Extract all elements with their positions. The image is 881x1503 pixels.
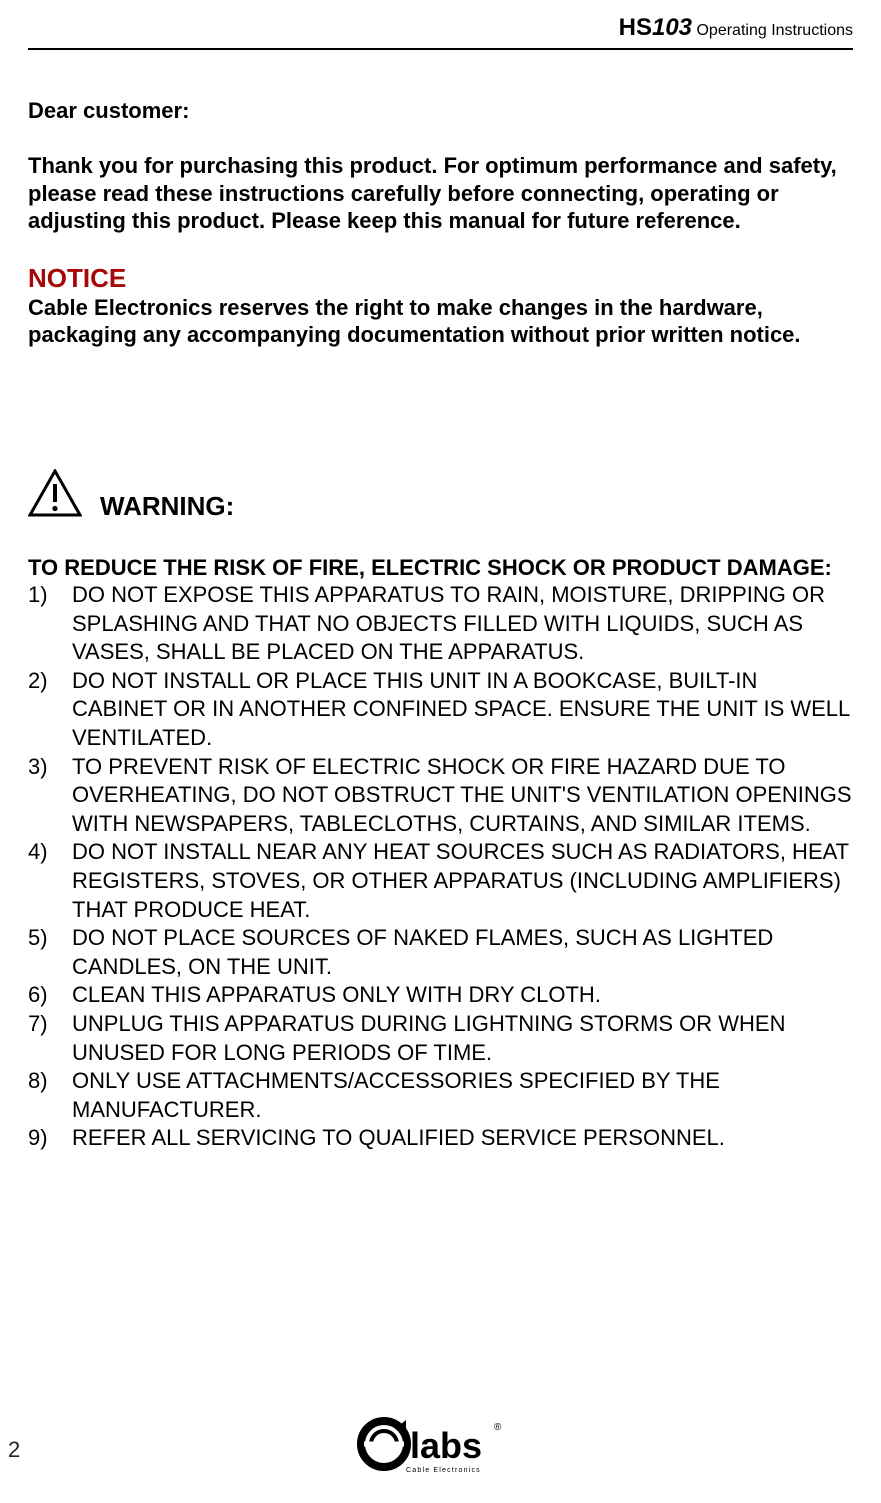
list-item: 8)ONLY USE ATTACHMENTS/ACCESSORIES SPECI… [28, 1067, 853, 1124]
list-num: 2) [28, 667, 72, 753]
header-suffix: Operating Instructions [692, 22, 853, 39]
list-num: 9) [28, 1124, 72, 1153]
svg-text:labs: labs [410, 1425, 482, 1466]
svg-text:®: ® [494, 1422, 502, 1433]
list-text: DO NOT PLACE SOURCES OF NAKED FLAMES, SU… [72, 924, 853, 981]
header-bar: HS103 Operating Instructions [28, 0, 853, 50]
list-num: 5) [28, 924, 72, 981]
list-text: CLEAN THIS APPARATUS ONLY WITH DRY CLOTH… [72, 981, 853, 1010]
footer: 2 labs ® Cable Electronics [0, 1416, 881, 1483]
list-item: 9)REFER ALL SERVICING TO QUALIFIED SERVI… [28, 1124, 853, 1153]
elabs-logo-icon: labs ® Cable Electronics [356, 1416, 506, 1483]
list-item: 1)DO NOT EXPOSE THIS APPARATUS TO RAIN, … [28, 581, 853, 667]
greeting: Dear customer: [28, 98, 853, 124]
list-item: 3)TO PREVENT RISK OF ELECTRIC SHOCK OR F… [28, 753, 853, 839]
warning-label: WARNING: [100, 491, 234, 522]
risk-title: TO REDUCE THE RISK OF FIRE, ELECTRIC SHO… [28, 554, 853, 582]
notice-body: Cable Electronics reserves the right to … [28, 294, 853, 349]
list-num: 8) [28, 1067, 72, 1124]
list-num: 1) [28, 581, 72, 667]
list-item: 6)CLEAN THIS APPARATUS ONLY WITH DRY CLO… [28, 981, 853, 1010]
list-item: 2)DO NOT INSTALL OR PLACE THIS UNIT IN A… [28, 667, 853, 753]
list-item: 4)DO NOT INSTALL NEAR ANY HEAT SOURCES S… [28, 838, 853, 924]
intro-paragraph: Thank you for purchasing this product. F… [28, 152, 853, 235]
list-text: DO NOT INSTALL OR PLACE THIS UNIT IN A B… [72, 667, 853, 753]
list-num: 3) [28, 753, 72, 839]
list-num: 4) [28, 838, 72, 924]
warning-list: 1)DO NOT EXPOSE THIS APPARATUS TO RAIN, … [28, 581, 853, 1153]
list-num: 7) [28, 1010, 72, 1067]
page-number: 2 [8, 1437, 20, 1463]
list-text: REFER ALL SERVICING TO QUALIFIED SERVICE… [72, 1124, 853, 1153]
svg-text:Cable Electronics: Cable Electronics [406, 1467, 481, 1474]
list-text: ONLY USE ATTACHMENTS/ACCESSORIES SPECIFI… [72, 1067, 853, 1124]
list-text: DO NOT EXPOSE THIS APPARATUS TO RAIN, MO… [72, 581, 853, 667]
list-item: 5)DO NOT PLACE SOURCES OF NAKED FLAMES, … [28, 924, 853, 981]
model-number: 103 [652, 14, 692, 41]
warning-header: WARNING: [28, 469, 853, 522]
list-text: UNPLUG THIS APPARATUS DURING LIGHTNING S… [72, 1010, 853, 1067]
list-text: DO NOT INSTALL NEAR ANY HEAT SOURCES SUC… [72, 838, 853, 924]
notice-title: NOTICE [28, 263, 853, 294]
model-prefix: HS [619, 14, 652, 41]
list-num: 6) [28, 981, 72, 1010]
list-item: 7)UNPLUG THIS APPARATUS DURING LIGHTNING… [28, 1010, 853, 1067]
list-text: TO PREVENT RISK OF ELECTRIC SHOCK OR FIR… [72, 753, 853, 839]
warning-triangle-icon [28, 469, 82, 522]
